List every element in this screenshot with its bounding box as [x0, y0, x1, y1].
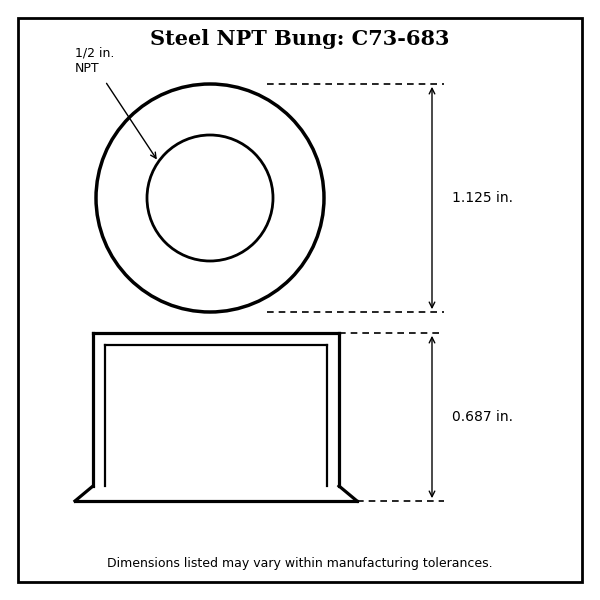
Text: 0.687 in.: 0.687 in. [452, 410, 514, 424]
Text: 1.125 in.: 1.125 in. [452, 191, 514, 205]
Text: Dimensions listed may vary within manufacturing tolerances.: Dimensions listed may vary within manufa… [107, 557, 493, 571]
Text: Steel NPT Bung: C73-683: Steel NPT Bung: C73-683 [150, 29, 450, 49]
Text: 1/2 in.
NPT: 1/2 in. NPT [75, 47, 115, 75]
